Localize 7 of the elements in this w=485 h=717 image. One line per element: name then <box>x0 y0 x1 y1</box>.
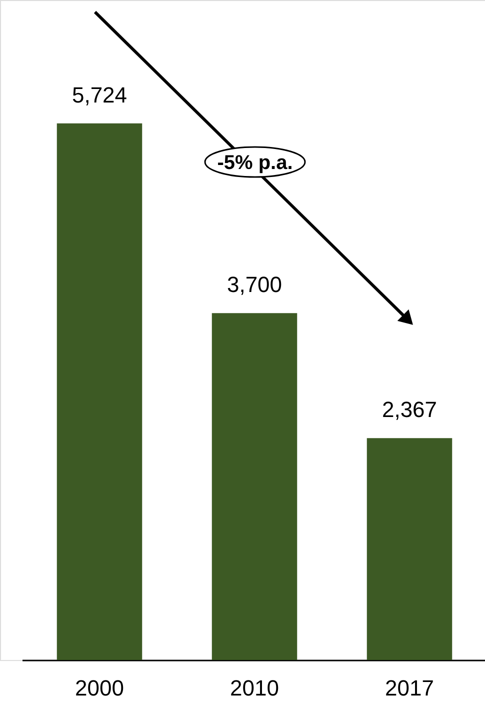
data-label: 5,724 <box>72 82 128 108</box>
x-tick-label: 2000 <box>75 676 124 700</box>
data-label: 3,700 <box>226 272 282 298</box>
x-tick-label: 2017 <box>385 676 434 700</box>
data-label: 2,367 <box>382 397 438 422</box>
annotation: -5% p.a. <box>217 152 293 174</box>
x-tick-label: 2010 <box>230 676 279 700</box>
